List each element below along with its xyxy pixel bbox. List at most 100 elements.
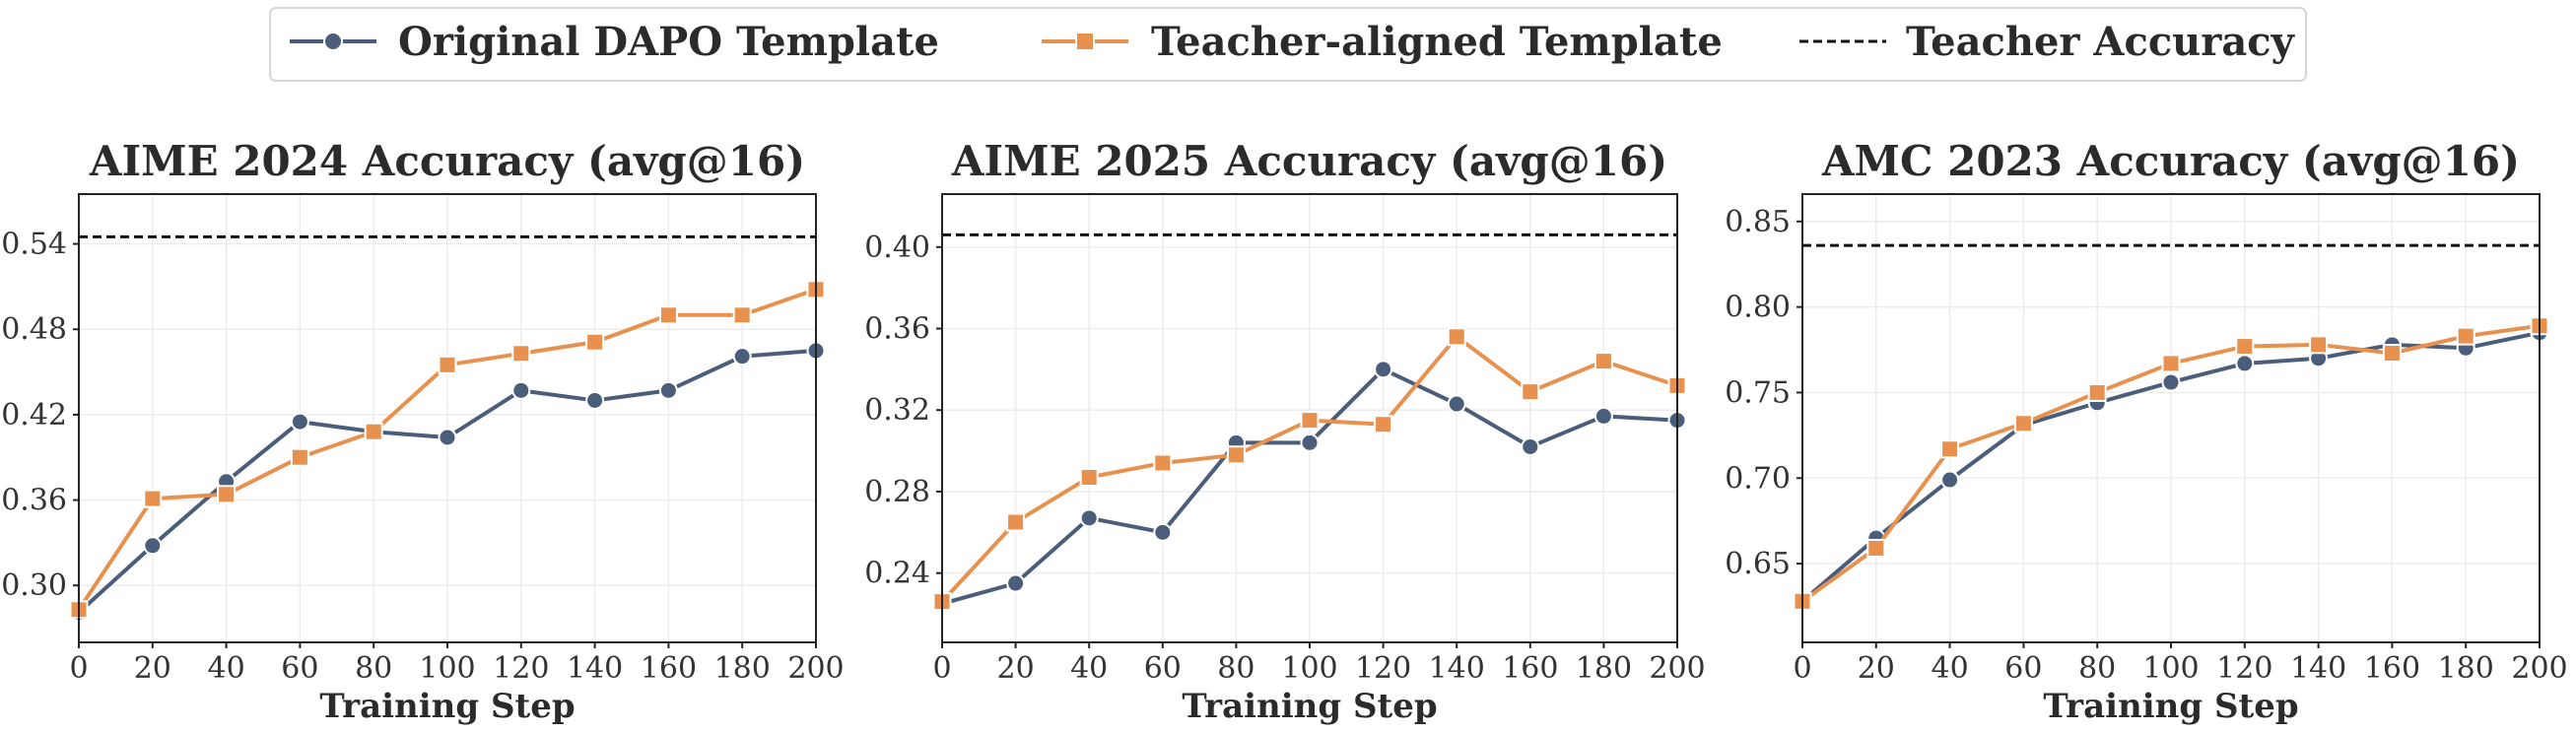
legend-aligned-label: Teacher-aligned Template xyxy=(1151,19,1723,65)
legend-box xyxy=(269,7,2307,82)
x-tick-label: 120 xyxy=(1355,651,1411,686)
data-point-aligned xyxy=(1866,538,1886,558)
chart-panel-aime-2025: AIME 2025 Accuracy (avg@16) 0 20 40 60 80 100 1… xyxy=(864,137,1705,726)
chart-title: AMC 2023 Accuracy (avg@16) xyxy=(1821,137,2520,185)
x-tick-label: 40 xyxy=(1932,651,1969,686)
x-axis-label: Training Step xyxy=(2043,687,2298,726)
data-point-aligned xyxy=(1593,352,1613,371)
x-tick-label: 100 xyxy=(1281,651,1337,686)
y-tick-label: 0.24 xyxy=(864,557,930,591)
x-tick-label: 60 xyxy=(2004,651,2042,686)
data-point-aligned xyxy=(1079,467,1099,487)
x-tick-label: 180 xyxy=(714,651,771,686)
legend-entry-teacher: Teacher Accuracy xyxy=(1799,19,2296,65)
data-point-original xyxy=(1593,406,1613,426)
data-point-aligned xyxy=(1521,382,1540,402)
data-point-aligned xyxy=(2382,344,2402,364)
x-tick-label: 160 xyxy=(1502,651,1558,686)
data-point-aligned xyxy=(290,447,309,467)
y-tick-label: 0.32 xyxy=(864,393,930,428)
x-tick-label: 200 xyxy=(787,651,844,686)
y-tick-label: 0.80 xyxy=(1725,291,1791,325)
data-point-aligned xyxy=(1940,439,1960,459)
data-point-original xyxy=(585,390,605,410)
data-point-original xyxy=(1374,360,1393,379)
data-point-aligned xyxy=(585,332,605,352)
data-point-original xyxy=(143,536,163,556)
data-point-aligned xyxy=(438,355,457,374)
x-tick-label: 0 xyxy=(932,651,951,686)
data-point-aligned xyxy=(1153,453,1173,473)
legend-entry-original: Original DAPO Template xyxy=(290,19,939,65)
x-tick-label: 100 xyxy=(419,651,475,686)
y-tick-label: 0.36 xyxy=(864,312,930,347)
x-tick-label: 140 xyxy=(1429,651,1485,686)
x-tick-label: 160 xyxy=(2364,651,2420,686)
data-point-original xyxy=(1153,522,1173,542)
chart-panel-aime-2024: AIME 2024 Accuracy (avg@16) 0 20 40 60 80 100 1… xyxy=(1,137,844,726)
data-point-original xyxy=(1300,433,1320,452)
data-point-original xyxy=(1940,470,1960,490)
y-tick-label: 0.42 xyxy=(1,398,67,433)
y-tick-label: 0.40 xyxy=(864,231,930,265)
data-point-aligned xyxy=(1226,445,1246,465)
data-point-aligned xyxy=(1447,327,1466,347)
data-point-original xyxy=(658,380,678,400)
data-point-original xyxy=(1447,394,1466,414)
data-point-original xyxy=(438,428,457,447)
data-point-original xyxy=(2235,354,2255,373)
x-tick-label: 100 xyxy=(2142,651,2199,686)
y-tick-label: 0.30 xyxy=(1,568,67,603)
legend: Original DAPO Template Teacher-aligned T… xyxy=(269,7,2307,82)
x-tick-label: 120 xyxy=(2216,651,2272,686)
x-tick-label: 80 xyxy=(355,651,392,686)
chart-title: AIME 2025 Accuracy (avg@16) xyxy=(951,137,1667,185)
x-tick-label: 60 xyxy=(1144,651,1182,686)
legend-entry-aligned: Teacher-aligned Template xyxy=(1042,19,1723,65)
data-point-original xyxy=(1079,508,1099,528)
legend-aligned-square-marker xyxy=(1075,32,1095,51)
data-point-original xyxy=(2161,372,2181,392)
y-tick-label: 0.28 xyxy=(864,475,930,509)
y-tick-label: 0.48 xyxy=(1,312,67,347)
data-point-original xyxy=(1006,573,1026,593)
data-point-aligned xyxy=(732,305,752,325)
x-tick-label: 40 xyxy=(208,651,245,686)
data-point-aligned xyxy=(1006,512,1026,532)
x-axis-label: Training Step xyxy=(1182,687,1437,726)
legend-original-circle-marker xyxy=(323,32,343,51)
x-tick-label: 20 xyxy=(997,651,1035,686)
x-tick-label: 200 xyxy=(2511,651,2567,686)
x-tick-label: 160 xyxy=(641,651,697,686)
x-axis-label: Training Step xyxy=(319,687,575,726)
data-point-aligned xyxy=(2013,414,2033,433)
x-tick-label: 0 xyxy=(1793,651,1811,686)
data-point-aligned xyxy=(1374,415,1393,434)
chart-title: AIME 2024 Accuracy (avg@16) xyxy=(89,137,805,185)
data-point-aligned xyxy=(2456,326,2475,346)
data-point-aligned xyxy=(658,305,678,325)
x-tick-label: 180 xyxy=(2438,651,2494,686)
y-tick-label: 0.36 xyxy=(1,484,67,518)
data-point-aligned xyxy=(2161,354,2181,373)
data-point-original xyxy=(511,380,531,400)
x-tick-label: 180 xyxy=(1576,651,1632,686)
y-tick-label: 0.85 xyxy=(1725,205,1791,239)
x-tick-label: 20 xyxy=(134,651,171,686)
x-tick-label: 20 xyxy=(1858,651,1895,686)
data-point-aligned xyxy=(2087,382,2107,402)
data-point-aligned xyxy=(2235,337,2255,357)
chart-panel-amc-2023: AMC 2023 Accuracy (avg@16) 0 20 40 60 80 100 12… xyxy=(1725,137,2567,726)
y-tick-label: 0.70 xyxy=(1725,461,1791,496)
y-tick-label: 0.65 xyxy=(1725,547,1791,581)
data-point-original xyxy=(1521,436,1540,456)
legend-teacher-label: Teacher Accuracy xyxy=(1906,19,2296,65)
data-point-aligned xyxy=(2309,335,2329,355)
x-tick-label: 80 xyxy=(1217,651,1254,686)
x-tick-label: 120 xyxy=(493,651,549,686)
x-tick-label: 60 xyxy=(281,651,318,686)
data-point-original xyxy=(732,347,752,366)
x-tick-label: 0 xyxy=(69,651,88,686)
x-tick-label: 200 xyxy=(1649,651,1705,686)
x-tick-label: 140 xyxy=(567,651,623,686)
